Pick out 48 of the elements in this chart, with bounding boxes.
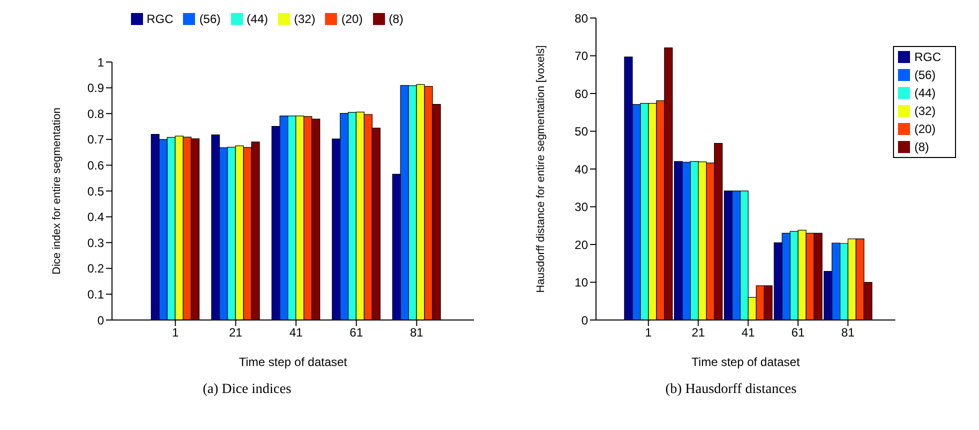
y-tick-label: 0.6 — [87, 158, 104, 172]
y-tick-label: 80 — [574, 11, 588, 26]
legend-label: (56) — [914, 68, 936, 82]
y-tick-label: 1 — [97, 55, 104, 70]
legend-label: (32) — [914, 104, 936, 118]
y-tick-label: 0.4 — [87, 210, 104, 224]
x-tick-label: 41 — [289, 326, 304, 340]
y-tick-label: 0 — [581, 313, 588, 328]
x-tick-label: 1 — [172, 326, 180, 340]
y-tick-label: 30 — [574, 200, 588, 214]
x-tick-label: 61 — [791, 326, 806, 340]
text: (a) Dice indices — [202, 382, 292, 398]
legend-label: RGC — [146, 12, 174, 26]
y-tick-label: 40 — [574, 162, 588, 176]
y-tick-label: 0.8 — [87, 106, 104, 121]
x-tick-label: 81 — [410, 326, 424, 340]
y-tick-label: 0.2 — [87, 262, 104, 276]
x-tick-label: 21 — [229, 326, 243, 340]
x-tick-label: 81 — [841, 326, 855, 340]
x-tick-label: 1 — [645, 326, 652, 340]
y-axis-title: Hausdorff distance for entire segmentation [voxels] — [534, 45, 547, 293]
y-tick-label: 0.1 — [87, 287, 104, 302]
legend-label: (32) — [294, 12, 316, 26]
y-tick-label: 0.3 — [87, 236, 104, 250]
legend-label: RGC — [914, 50, 941, 64]
x-tick-label: 61 — [350, 326, 364, 340]
x-axis-title: Time step of dataset — [692, 355, 800, 369]
y-axis-title: Dice index for entire segmentation — [50, 108, 63, 274]
x-tick-label: 41 — [741, 326, 756, 340]
y-tick-label: 0.7 — [87, 132, 104, 147]
y-tick-label: 70 — [574, 49, 588, 64]
y-tick-label: 20 — [574, 238, 588, 252]
legend-label: (8) — [388, 12, 404, 26]
y-tick-label: 0.5 — [87, 184, 104, 198]
y-tick-label: 60 — [574, 86, 588, 101]
legend-label: (56) — [199, 12, 221, 26]
y-tick-label: 0 — [97, 313, 104, 328]
y-tick-label: 50 — [574, 124, 588, 139]
x-tick-label: 21 — [692, 326, 706, 340]
legend-label: (20) — [341, 12, 363, 26]
legend-label: (44) — [914, 86, 936, 100]
legend-label: (8) — [914, 140, 929, 154]
legend-label: (20) — [914, 122, 936, 136]
x-axis-title: Time step of dataset — [238, 355, 348, 369]
text: (b) Hausdorff distances — [664, 382, 798, 398]
y-tick-label: 10 — [574, 276, 588, 290]
y-tick-label: 0.9 — [87, 81, 104, 96]
legend-label: (44) — [246, 12, 268, 26]
